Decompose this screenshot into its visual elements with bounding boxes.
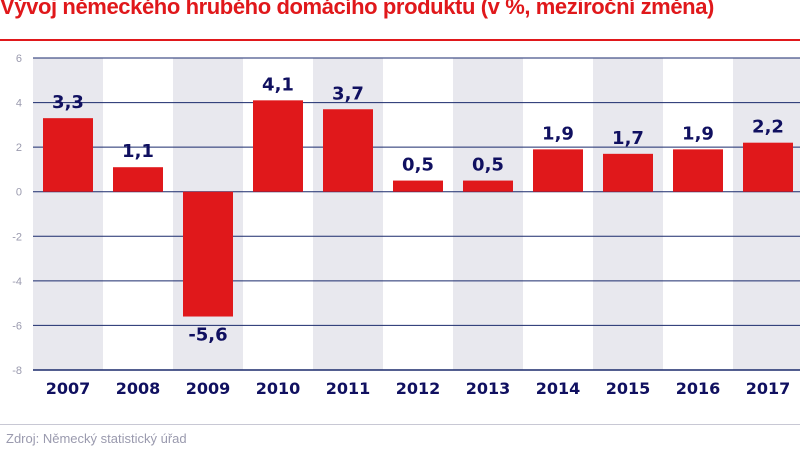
bar: [673, 149, 723, 192]
bar: [603, 153, 653, 192]
y-tick-label: 2: [16, 142, 22, 154]
data-label: -5,6: [188, 325, 227, 346]
y-tick-label: -6: [12, 320, 22, 332]
column-shade: [593, 58, 663, 370]
bar: [533, 149, 583, 192]
data-label: 1,1: [122, 141, 154, 162]
data-label: 3,3: [52, 92, 84, 113]
x-tick-label: 2007: [46, 379, 91, 398]
data-label: 2,2: [752, 117, 784, 138]
y-tick-label: -4: [12, 276, 22, 288]
title-divider: [0, 39, 800, 41]
y-tick-label: 4: [16, 98, 22, 110]
x-tick-label: 2016: [676, 379, 721, 398]
bar: [113, 167, 163, 192]
bar: [183, 191, 233, 317]
x-tick-label: 2014: [536, 379, 581, 398]
bar: [253, 100, 303, 192]
x-tick-label: 2015: [606, 379, 651, 398]
bar: [463, 180, 513, 192]
column-shade: [313, 58, 383, 370]
column-shade: [33, 58, 103, 370]
column-shade: [733, 58, 800, 370]
bar: [743, 142, 793, 192]
x-tick-label: 2009: [186, 379, 231, 398]
x-tick-label: 2012: [396, 379, 441, 398]
y-tick-label: 0: [16, 187, 22, 199]
data-label: 1,7: [612, 128, 644, 149]
chart-title: Vývoj německého hrubého domácího produkt…: [0, 0, 714, 19]
bar: [323, 109, 373, 192]
y-tick-label: 6: [16, 53, 22, 65]
bar-chart: 6 4 2 0 -2 -4 -6 -8 3,3 2007 1,1 2008 -5,6 2009 4,1 201…: [12, 53, 800, 398]
bar: [393, 180, 443, 192]
x-tick-label: 2011: [326, 379, 371, 398]
x-tick-label: 2013: [466, 379, 511, 398]
bar: [43, 118, 93, 192]
source-note: Zdroj: Německý statistický úřad: [6, 431, 187, 446]
data-label: 4,1: [262, 74, 294, 95]
data-label: 0,5: [472, 155, 504, 176]
data-label: 0,5: [402, 155, 434, 176]
data-label: 1,9: [542, 123, 574, 144]
data-label: 3,7: [332, 83, 364, 104]
x-tick-label: 2017: [746, 379, 791, 398]
x-tick-label: 2008: [116, 379, 161, 398]
x-tick-label: 2010: [256, 379, 301, 398]
y-tick-label: -8: [12, 365, 22, 377]
data-label: 1,9: [682, 123, 714, 144]
y-tick-label: -2: [12, 231, 22, 243]
column-shade: [453, 58, 523, 370]
source-divider: [0, 424, 800, 425]
